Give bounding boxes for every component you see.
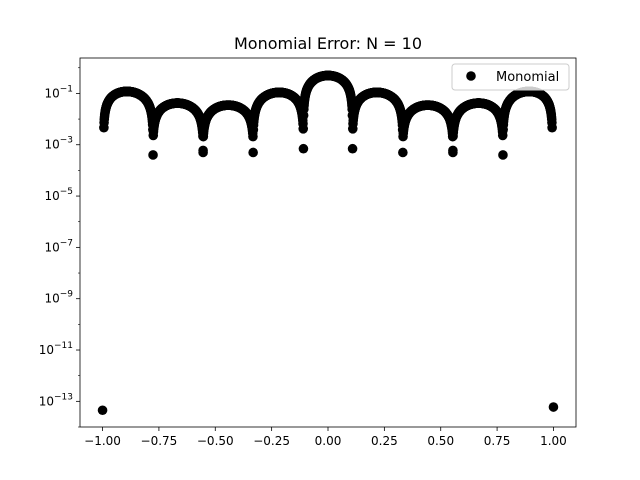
chart-title: Monomial Error: N = 10 xyxy=(234,34,422,53)
data-points xyxy=(97,70,559,416)
x-tick-label: −1.00 xyxy=(84,434,121,448)
y-tick-label: 10−5 xyxy=(44,187,73,203)
x-axis: −1.00 −0.75 −0.50 −0.25 0.00 0.25 0.50 0.75 1.00 xyxy=(84,427,567,448)
data-point xyxy=(547,122,557,133)
y-tick-label: 10−7 xyxy=(44,238,73,254)
y-tick-label: 10−1 xyxy=(44,84,73,100)
data-point xyxy=(198,147,208,158)
x-tick-label: 0.75 xyxy=(484,434,511,448)
legend: Monomial xyxy=(451,63,570,91)
y-tick-label: 10−3 xyxy=(44,136,73,152)
data-point xyxy=(398,147,408,158)
x-tick-label: −0.25 xyxy=(253,434,290,448)
x-tick-label: 0.00 xyxy=(315,434,342,448)
data-point xyxy=(548,402,559,412)
x-tick-label: 1.00 xyxy=(540,434,567,448)
x-tick-label: −0.75 xyxy=(141,434,178,448)
data-point xyxy=(248,147,258,158)
legend-marker xyxy=(466,71,476,81)
data-point xyxy=(298,124,309,134)
data-point xyxy=(97,405,108,416)
data-point xyxy=(148,150,158,160)
x-tick-label: −0.50 xyxy=(197,434,234,448)
y-tick-label: 10−13 xyxy=(39,392,73,408)
data-point xyxy=(448,147,458,158)
plot-area xyxy=(97,70,559,416)
data-point xyxy=(498,150,508,160)
data-point xyxy=(298,143,309,154)
x-tick-label: 0.50 xyxy=(427,434,454,448)
legend-label-monomial: Monomial xyxy=(496,70,559,85)
y-tick-label: 10−11 xyxy=(39,341,73,357)
legend-box xyxy=(451,63,570,91)
y-axis: 10−13 10−11 10−9 10−7 10−5 10−3 10−1 xyxy=(39,67,80,428)
y-tick-label: 10−9 xyxy=(44,290,73,306)
x-tick-label: 0.25 xyxy=(371,434,398,448)
data-point xyxy=(347,143,358,154)
